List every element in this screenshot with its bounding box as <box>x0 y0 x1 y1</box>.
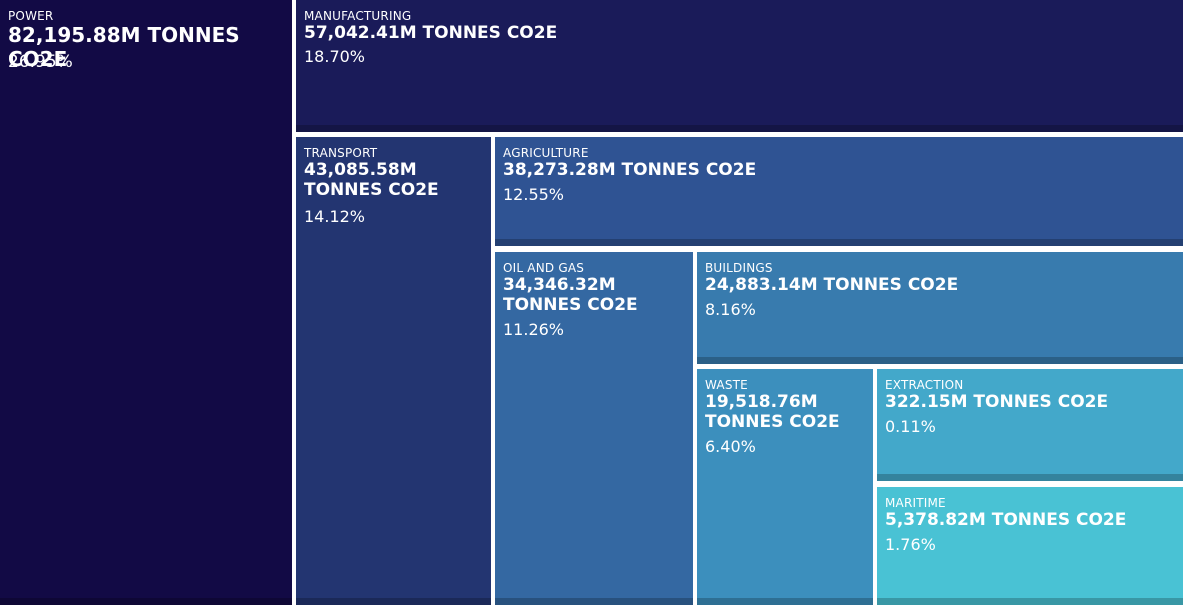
tile-power[interactable]: POWER 82,195.88M TONNES CO2E 26.95% <box>0 0 292 605</box>
tile-category-label: POWER <box>8 9 54 23</box>
tile-value-label: 34,346.32M TONNES CO2E <box>503 275 638 315</box>
tile-percent-label: 6.40% <box>705 437 756 456</box>
tile-bottom-bar <box>296 598 491 605</box>
tile-category-label: MARITIME <box>885 496 946 510</box>
tile-value-label: 322.15M TONNES CO2E <box>885 392 1109 412</box>
tile-category-label: EXTRACTION <box>885 378 964 392</box>
tile-percent-label: 0.11% <box>885 417 936 436</box>
tile-transport[interactable]: TRANSPORT 43,085.58M TONNES CO2E 14.12% <box>296 137 491 605</box>
tile-bottom-bar <box>697 357 1183 364</box>
tile-value-label: 24,883.14M TONNES CO2E <box>705 275 959 295</box>
tile-waste[interactable]: WASTE 19,518.76M TONNES CO2E 6.40% <box>697 369 873 605</box>
tile-percent-label: 8.16% <box>705 300 756 319</box>
tile-bottom-bar <box>296 125 1183 132</box>
tile-buildings[interactable]: BUILDINGS 24,883.14M TONNES CO2E 8.16% <box>697 252 1183 364</box>
tile-value-label: 38,273.28M TONNES CO2E <box>503 160 757 180</box>
tile-bottom-bar <box>697 598 873 605</box>
tile-percent-label: 18.70% <box>304 47 366 66</box>
tile-agriculture[interactable]: AGRICULTURE 38,273.28M TONNES CO2E 12.55% <box>495 137 1183 246</box>
tile-percent-label: 12.55% <box>503 185 565 204</box>
tile-category-label: BUILDINGS <box>705 261 773 275</box>
tile-bottom-bar <box>495 239 1183 246</box>
tile-manufacturing[interactable]: MANUFACTURING 57,042.41M TONNES CO2E 18.70… <box>296 0 1183 132</box>
tile-bottom-bar <box>495 598 693 605</box>
tile-bottom-bar <box>877 598 1183 605</box>
tile-value-label: 57,042.41M TONNES CO2E <box>304 23 558 43</box>
tile-bottom-bar <box>0 598 292 605</box>
tile-percent-label: 11.26% <box>503 320 565 339</box>
tile-maritime[interactable]: MARITIME 5,378.82M TONNES CO2E 1.76% <box>877 487 1183 605</box>
tile-oil-and-gas[interactable]: OIL AND GAS 34,346.32M TONNES CO2E 11.26% <box>495 252 693 605</box>
tile-category-label: WASTE <box>705 378 748 392</box>
tile-value-label: 5,378.82M TONNES CO2E <box>885 510 1127 530</box>
tile-percent-label: 1.76% <box>885 535 936 554</box>
tile-value-label: 19,518.76M TONNES CO2E <box>705 392 840 432</box>
tile-category-label: MANUFACTURING <box>304 9 412 23</box>
tile-category-label: AGRICULTURE <box>503 146 589 160</box>
tile-value-label: 43,085.58M TONNES CO2E <box>304 160 439 200</box>
tile-extraction[interactable]: EXTRACTION 322.15M TONNES CO2E 0.11% <box>877 369 1183 481</box>
tile-bottom-bar <box>877 474 1183 481</box>
tile-value-label: 82,195.88M TONNES CO2E <box>8 23 240 71</box>
tile-percent-label: 14.12% <box>304 207 366 226</box>
tile-percent-label: 26.95% <box>8 52 73 72</box>
tile-category-label: OIL AND GAS <box>503 261 585 275</box>
tile-category-label: TRANSPORT <box>304 146 378 160</box>
